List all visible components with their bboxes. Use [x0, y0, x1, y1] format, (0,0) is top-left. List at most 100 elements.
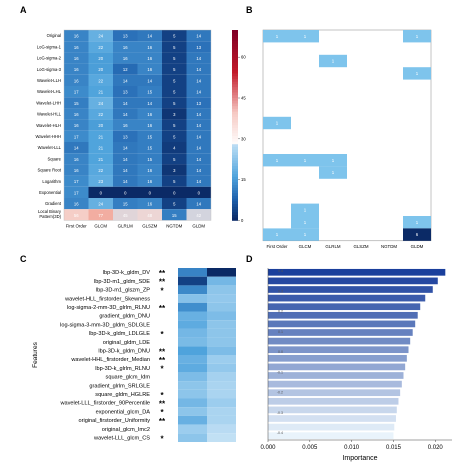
heatmap-b-value: 1	[416, 71, 419, 76]
heatmap-a-cell	[186, 198, 211, 210]
colorbar-a-segment	[232, 73, 238, 77]
heatmap-a-cell	[137, 30, 162, 42]
heatmap-a-cell	[64, 97, 89, 109]
heatmap-a-cell	[186, 186, 211, 198]
heatmap-a-value: 14	[196, 56, 201, 61]
heatmap-c-cell	[178, 285, 207, 295]
panel-letter-a: A	[20, 5, 27, 15]
heatmap-b-value: 1	[416, 220, 419, 225]
heatmap-a-value: 14	[196, 157, 201, 162]
heatmap-a-value: 16	[74, 78, 79, 83]
heatmap-a-cell	[137, 74, 162, 86]
heatmap-a-value: 16	[74, 202, 79, 207]
heatmap-a-row-label: Square	[47, 156, 61, 161]
heatmap-b-col-label: GLDM	[411, 244, 424, 249]
heatmap-a-cell	[137, 153, 162, 165]
colorbar-a-segment	[232, 92, 238, 96]
heatmap-a-row-label: Wavelet-HLH	[36, 123, 61, 128]
heatmap-c-cell	[207, 320, 236, 329]
heatmap-a-value: 24	[98, 101, 103, 106]
heatmap-a-value: 16	[74, 168, 79, 173]
d-colorbar-tick-label: -0.4	[277, 431, 283, 435]
d-x-tick-label: 0.005	[302, 445, 318, 451]
heatmap-a-cell	[162, 198, 187, 210]
heatmap-a-value: 14	[196, 67, 201, 72]
heatmap-a-value: 16	[147, 179, 152, 184]
heatmap-a-cell	[186, 164, 211, 176]
heatmap-a-cell	[88, 30, 113, 42]
d-x-tick-label: 0.020	[428, 445, 444, 451]
importance-bar	[268, 389, 401, 397]
colorbar-a-segment	[232, 117, 238, 121]
heatmap-c-cell	[207, 372, 236, 382]
importance-bar	[268, 372, 404, 379]
heatmap-a-value: 16	[147, 168, 152, 173]
colorbar-a-segment	[232, 176, 238, 180]
heatmap-c-significance: *	[160, 286, 164, 295]
heatmap-a-cell	[137, 209, 162, 221]
heatmap-c-feature-label: gradient_glrlm_SRLGLE	[89, 383, 150, 389]
heatmap-a-value: 5	[173, 67, 176, 72]
heatmap-a-cell	[186, 74, 211, 86]
heatmap-a-value: 16	[123, 56, 128, 61]
heatmap-a-cell	[137, 52, 162, 64]
heatmap-a-value: 16	[74, 67, 79, 72]
colorbar-a: 0 15 30 45 60	[232, 30, 246, 223]
colorbar-a-segment	[232, 214, 238, 219]
heatmap-a-value: 22	[98, 78, 103, 83]
heatmap-a-cell	[162, 63, 187, 75]
heatmap-c-cell	[178, 276, 207, 286]
heatmap-b-cell	[263, 154, 291, 167]
heatmap-a-value: 24	[98, 34, 103, 39]
importance-bar	[268, 406, 397, 414]
heatmap-a-row-label: Wavelet-HHH	[36, 134, 61, 139]
heatmap-a-cell	[137, 63, 162, 75]
d-colorbar-tick-label: 0.3	[278, 289, 283, 293]
colorbar-a-segment	[232, 190, 238, 194]
heatmap-a-value: 0	[149, 190, 152, 195]
heatmap-c-feature-label: square_glcm_Idm	[106, 375, 151, 381]
heatmap-a-value: 15	[123, 202, 128, 207]
importance-bar	[268, 432, 394, 440]
heatmap-a-cell	[64, 130, 89, 142]
colorbar-a-segment	[232, 152, 238, 156]
heatmap-a-cell	[113, 186, 138, 198]
heatmap-a-value: 14	[123, 157, 128, 162]
heatmap-b-cell	[291, 228, 319, 241]
heatmap-a-value: 16	[123, 45, 128, 50]
heatmap-a-value: 12	[123, 67, 128, 72]
heatmap-a-value: 17	[74, 190, 79, 195]
heatmap-a-col-label: GLSZM	[142, 223, 157, 228]
heatmap-a-value: 16	[147, 112, 152, 117]
heatmap-a-cell	[113, 209, 138, 221]
colorbar-a-tick-label: 60	[241, 55, 246, 60]
heatmap-b-cell	[263, 116, 291, 130]
heatmap-a-value: 22	[98, 112, 103, 117]
heatmap-c-cell	[207, 268, 236, 277]
colorbar-a-segment	[232, 160, 238, 164]
heatmap-a-value: 16	[123, 123, 128, 128]
heatmap-c-feature-label: original_firstorder_Uniformity	[78, 418, 150, 424]
heatmap-c-cell	[207, 276, 236, 286]
heatmap-a-cell	[162, 41, 187, 53]
heatmap-a-row-label: Local Binary	[38, 209, 62, 214]
colorbar-a-segment	[232, 163, 238, 167]
importance-bar	[268, 354, 407, 362]
heatmap-a-cell	[113, 86, 138, 98]
heatmap-a-value: 14	[196, 179, 201, 184]
heatmap-a-cell	[186, 153, 211, 165]
heatmap-a-cell	[88, 52, 113, 64]
colorbar-a-segment	[232, 49, 238, 53]
heatmap-b-cell	[291, 216, 319, 229]
heatmap-a-cell	[88, 41, 113, 53]
d-x-label: Importance	[342, 455, 377, 462]
heatmap-a-value: 5	[173, 101, 176, 106]
heatmap-a-row-label: LoG-sigma-1	[37, 44, 62, 49]
colorbar-a-segment	[232, 168, 238, 172]
heatmap-b-cell	[319, 54, 347, 68]
heatmap-a-cell	[162, 209, 187, 221]
heatmap-a-value: 5	[173, 202, 176, 207]
heatmap-a-value: 14	[196, 34, 201, 39]
d-x-tick-label: 0.010	[344, 445, 360, 451]
heatmap-a-cell	[186, 209, 211, 221]
